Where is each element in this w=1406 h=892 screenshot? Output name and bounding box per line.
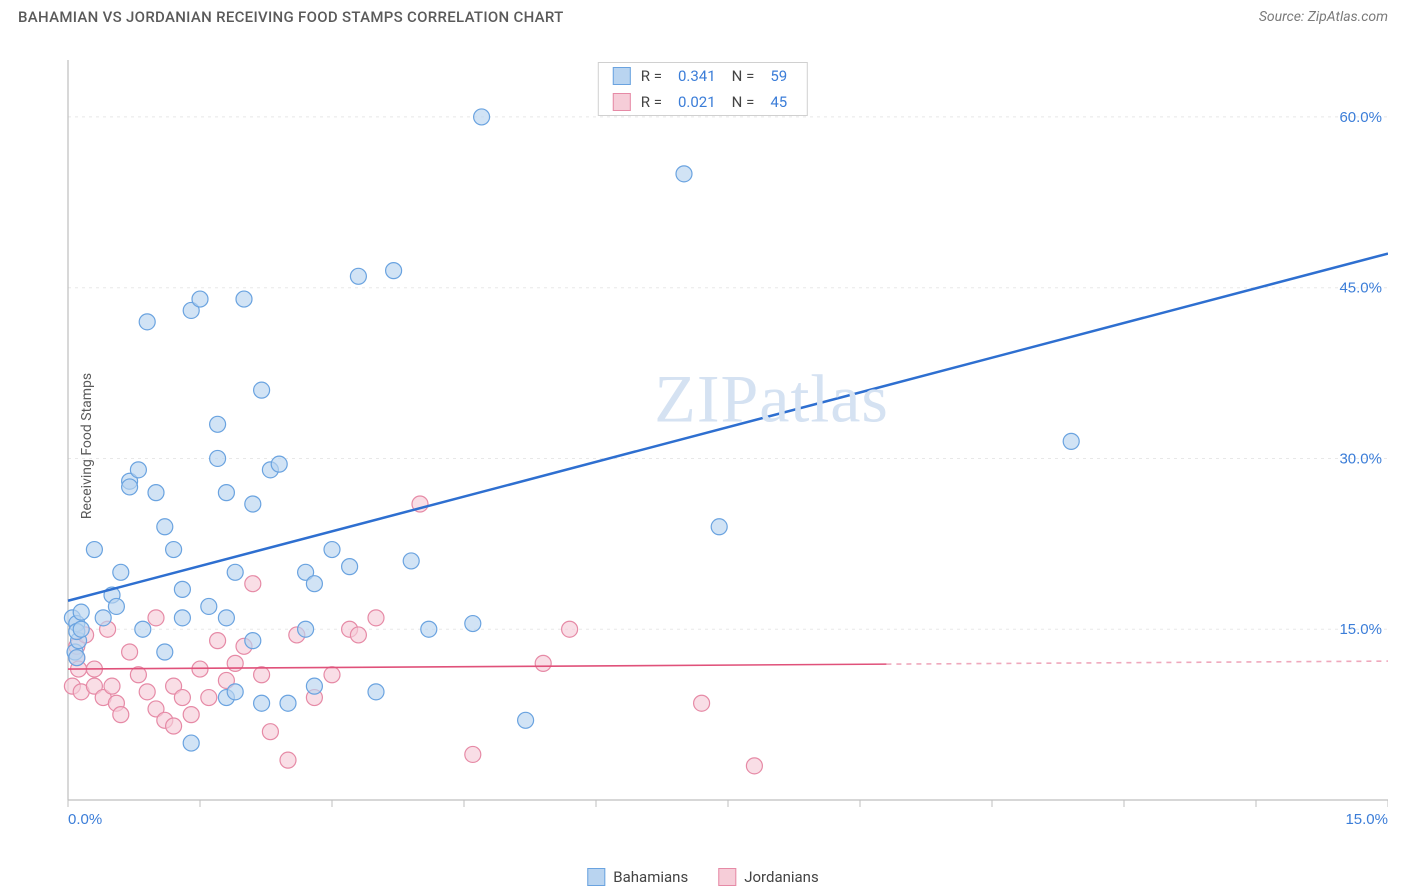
chart-area: 15.0%30.0%45.0%60.0%0.0%15.0% ZIPatlas [48, 60, 1388, 830]
legend-swatch-icon [718, 868, 736, 886]
svg-text:45.0%: 45.0% [1339, 280, 1382, 297]
legend-swatch-icon [587, 868, 605, 886]
legend-item-jordanians: Jordanians [718, 868, 819, 886]
chart-title: BAHAMIAN VS JORDANIAN RECEIVING FOOD STA… [18, 8, 564, 26]
legend-swatch-icon [613, 93, 631, 111]
correlation-legend: R = 0.341 N = 59 R = 0.021 N = 45 [598, 62, 808, 116]
svg-text:15.0%: 15.0% [1345, 811, 1388, 828]
legend-label: Jordanians [744, 868, 819, 886]
legend-row-bahamians: R = 0.341 N = 59 [599, 63, 807, 89]
legend-swatch-icon [613, 67, 631, 85]
series-legend: Bahamians Jordanians [587, 868, 818, 886]
svg-text:60.0%: 60.0% [1339, 109, 1382, 126]
legend-label: Bahamians [613, 868, 688, 886]
r-value: 0.021 [678, 93, 716, 111]
r-value: 0.341 [678, 67, 716, 85]
legend-item-bahamians: Bahamians [587, 868, 688, 886]
r-label: R = [641, 93, 662, 111]
n-label: N = [732, 67, 755, 85]
n-value: 45 [770, 93, 787, 111]
n-label: N = [732, 93, 755, 111]
scatter-chart: 15.0% 30.0% 45.0% 60.0% 0.0% 15.0% [48, 60, 1388, 830]
svg-text:15.0%: 15.0% [1339, 621, 1382, 638]
legend-row-jordanians: R = 0.021 N = 45 [599, 89, 807, 115]
source-attribution: Source: ZipAtlas.com [1259, 9, 1388, 25]
svg-text:0.0%: 0.0% [68, 811, 102, 828]
n-value: 59 [770, 67, 787, 85]
r-label: R = [641, 67, 662, 85]
svg-text:30.0%: 30.0% [1339, 450, 1382, 467]
